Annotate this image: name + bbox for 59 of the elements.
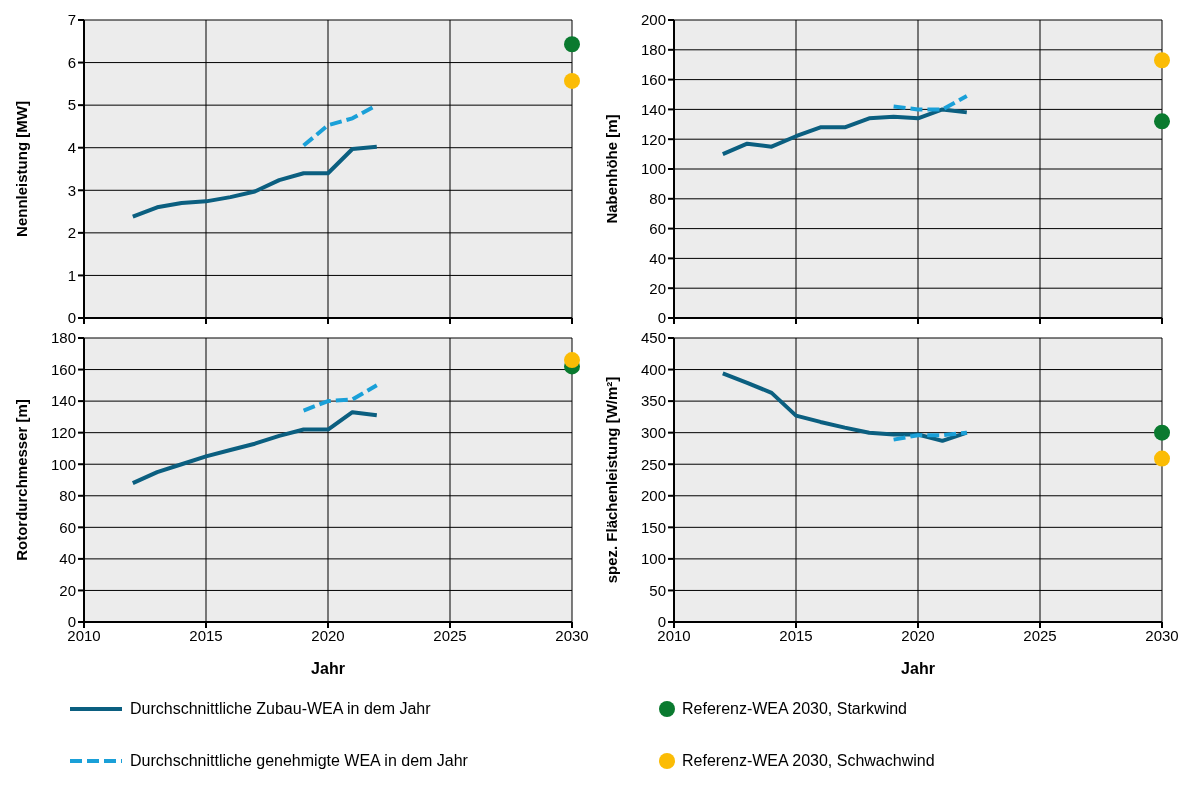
- y-tick-label: 160: [640, 70, 666, 88]
- y-tick-label: 6: [67, 53, 76, 71]
- y-tick-label: 120: [640, 130, 666, 148]
- x-tick-label: 2015: [189, 626, 223, 644]
- y-tick-label: 80: [59, 487, 76, 505]
- y-tick-label: 200: [640, 487, 666, 505]
- x-tick-label: 2030: [555, 626, 589, 644]
- legend-label: Referenz-WEA 2030, Schwachwind: [682, 752, 935, 770]
- y-tick-label: 80: [649, 190, 666, 208]
- y-tick-label: 300: [640, 423, 666, 441]
- x-axis-title: Jahr: [311, 660, 345, 677]
- x-axis-title: Jahr: [901, 660, 935, 677]
- y-tick-label: 120: [50, 423, 76, 441]
- y-tick-label: 140: [50, 392, 76, 410]
- y-axis-title: spez. Flächenleistung [W/m²]: [603, 376, 621, 584]
- y-tick-label: 5: [67, 96, 76, 114]
- y-axis-title: Nabenhöhe [m]: [603, 114, 621, 224]
- y-tick-label: 400: [640, 360, 666, 378]
- y-tick-label: 20: [59, 581, 76, 599]
- legend-label: Durchschnittliche Zubau-WEA in dem Jahr: [130, 700, 431, 718]
- y-tick-label: 100: [640, 160, 666, 178]
- y-tick-label: 250: [640, 455, 666, 473]
- y-tick-label: 60: [649, 219, 666, 237]
- x-tick-label: 2020: [311, 626, 345, 644]
- line-series: [130, 144, 379, 219]
- y-tick-label: 7: [67, 11, 76, 29]
- legend-label: Durchschnittliche genehmigte WEA in dem Jahr: [130, 752, 468, 770]
- y-tick-label: 4: [67, 139, 76, 157]
- y-tick-label: 3: [67, 181, 76, 199]
- y-tick-label: 0: [67, 309, 76, 327]
- legend-label: Referenz-WEA 2030, Starkwind: [682, 700, 907, 718]
- y-tick-label: 100: [640, 550, 666, 568]
- y-tick-label: 350: [640, 392, 666, 410]
- x-tick-label: 2025: [433, 626, 467, 644]
- y-tick-label: 200: [640, 11, 666, 29]
- y-tick-label: 2: [67, 224, 76, 242]
- line-series: [720, 107, 969, 157]
- y-tick-label: 100: [50, 455, 76, 473]
- y-axis-title: Nennleistung [MW]: [13, 101, 31, 237]
- y-tick-label: 140: [640, 100, 666, 118]
- line-series: [301, 383, 379, 413]
- y-tick-label: 40: [649, 249, 666, 267]
- x-tick-label: 2030: [1145, 626, 1179, 644]
- y-tick-label: 0: [657, 309, 666, 327]
- y-tick-label: 1: [67, 266, 76, 284]
- line-series: [130, 410, 379, 486]
- y-tick-label: 150: [640, 518, 666, 536]
- y-tick-label: 160: [50, 360, 76, 378]
- y-tick-label: 60: [59, 518, 76, 536]
- x-tick-label: 2025: [1023, 626, 1057, 644]
- y-tick-label: 40: [59, 550, 76, 568]
- y-tick-label: 180: [640, 41, 666, 59]
- y-tick-label: 180: [50, 329, 76, 347]
- y-tick-label: 20: [649, 279, 666, 297]
- y-tick-label: 50: [649, 581, 666, 599]
- y-tick-label: 450: [640, 329, 666, 347]
- x-tick-label: 2020: [901, 626, 935, 644]
- x-tick-label: 2015: [779, 626, 813, 644]
- y-axis-title: Rotordurchmesser [m]: [13, 399, 31, 561]
